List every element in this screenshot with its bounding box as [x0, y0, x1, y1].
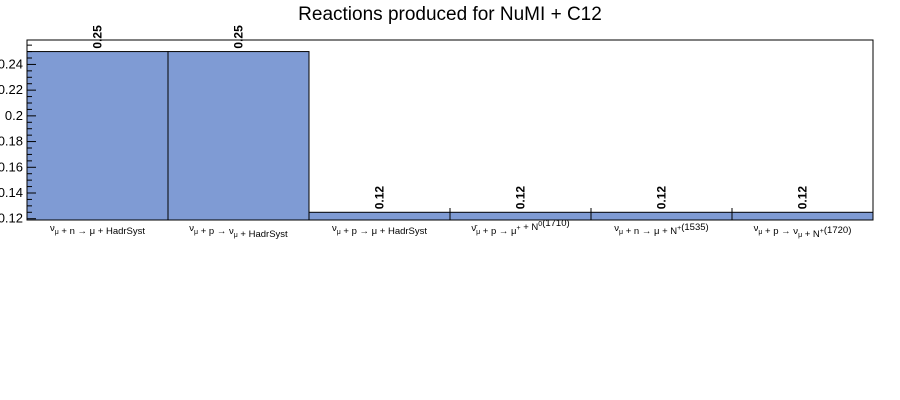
y-tick-label: 0.14 — [0, 185, 23, 200]
y-tick-label: 0.16 — [0, 159, 23, 174]
bar — [26, 51, 169, 221]
chart-title: Reactions produced for NuMI + C12 — [298, 4, 602, 25]
y-tick-label: 0.24 — [0, 56, 23, 71]
data-label: 0.25 — [232, 25, 246, 49]
y-tick-label: 0.2 — [5, 108, 23, 123]
x-tick-label: νμ + p → νμ + HadrSyst — [189, 223, 288, 240]
plot-frame — [26, 39, 874, 221]
data-label: 0.25 — [91, 25, 105, 49]
y-tick-label: 0.18 — [0, 134, 23, 149]
x-tick-label: ν̄μ + p → μ+ + N0(1710) — [471, 218, 569, 237]
bars-group — [26, 51, 874, 221]
data-label: 0.12 — [796, 186, 810, 210]
bar — [590, 211, 733, 221]
y-axis: 0.12 0.14 0.16 0.18 0.2 0.22 0.24 — [0, 44, 36, 226]
x-tick-label: νμ + n → μ + HadrSyst — [50, 223, 145, 237]
x-tick-label: νμ + p → μ + HadrSyst — [332, 223, 427, 237]
data-label: 0.12 — [514, 186, 528, 210]
bar — [308, 211, 451, 221]
y-tick-label: 0.22 — [0, 82, 23, 97]
bar — [449, 211, 592, 221]
bar — [167, 51, 310, 221]
bar — [731, 211, 874, 221]
x-tick-label: νμ + n → μ + N+(1535) — [614, 222, 708, 237]
data-label: 0.12 — [655, 186, 669, 210]
y-tick-label: 0.12 — [0, 211, 23, 226]
data-label: 0.12 — [373, 186, 387, 210]
x-tick-label: νμ + p → νμ + N+(1720) — [754, 223, 852, 240]
data-labels-group: 0.25 0.25 0.12 0.12 0.12 0.12 — [91, 25, 810, 209]
x-axis: νμ + n → μ + HadrSyst νμ + p → νμ + HadrS… — [50, 208, 851, 240]
